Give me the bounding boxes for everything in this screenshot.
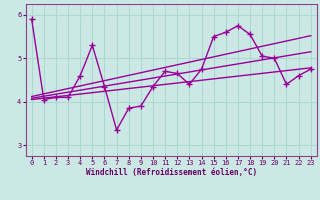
X-axis label: Windchill (Refroidissement éolien,°C): Windchill (Refroidissement éolien,°C) <box>86 168 257 177</box>
